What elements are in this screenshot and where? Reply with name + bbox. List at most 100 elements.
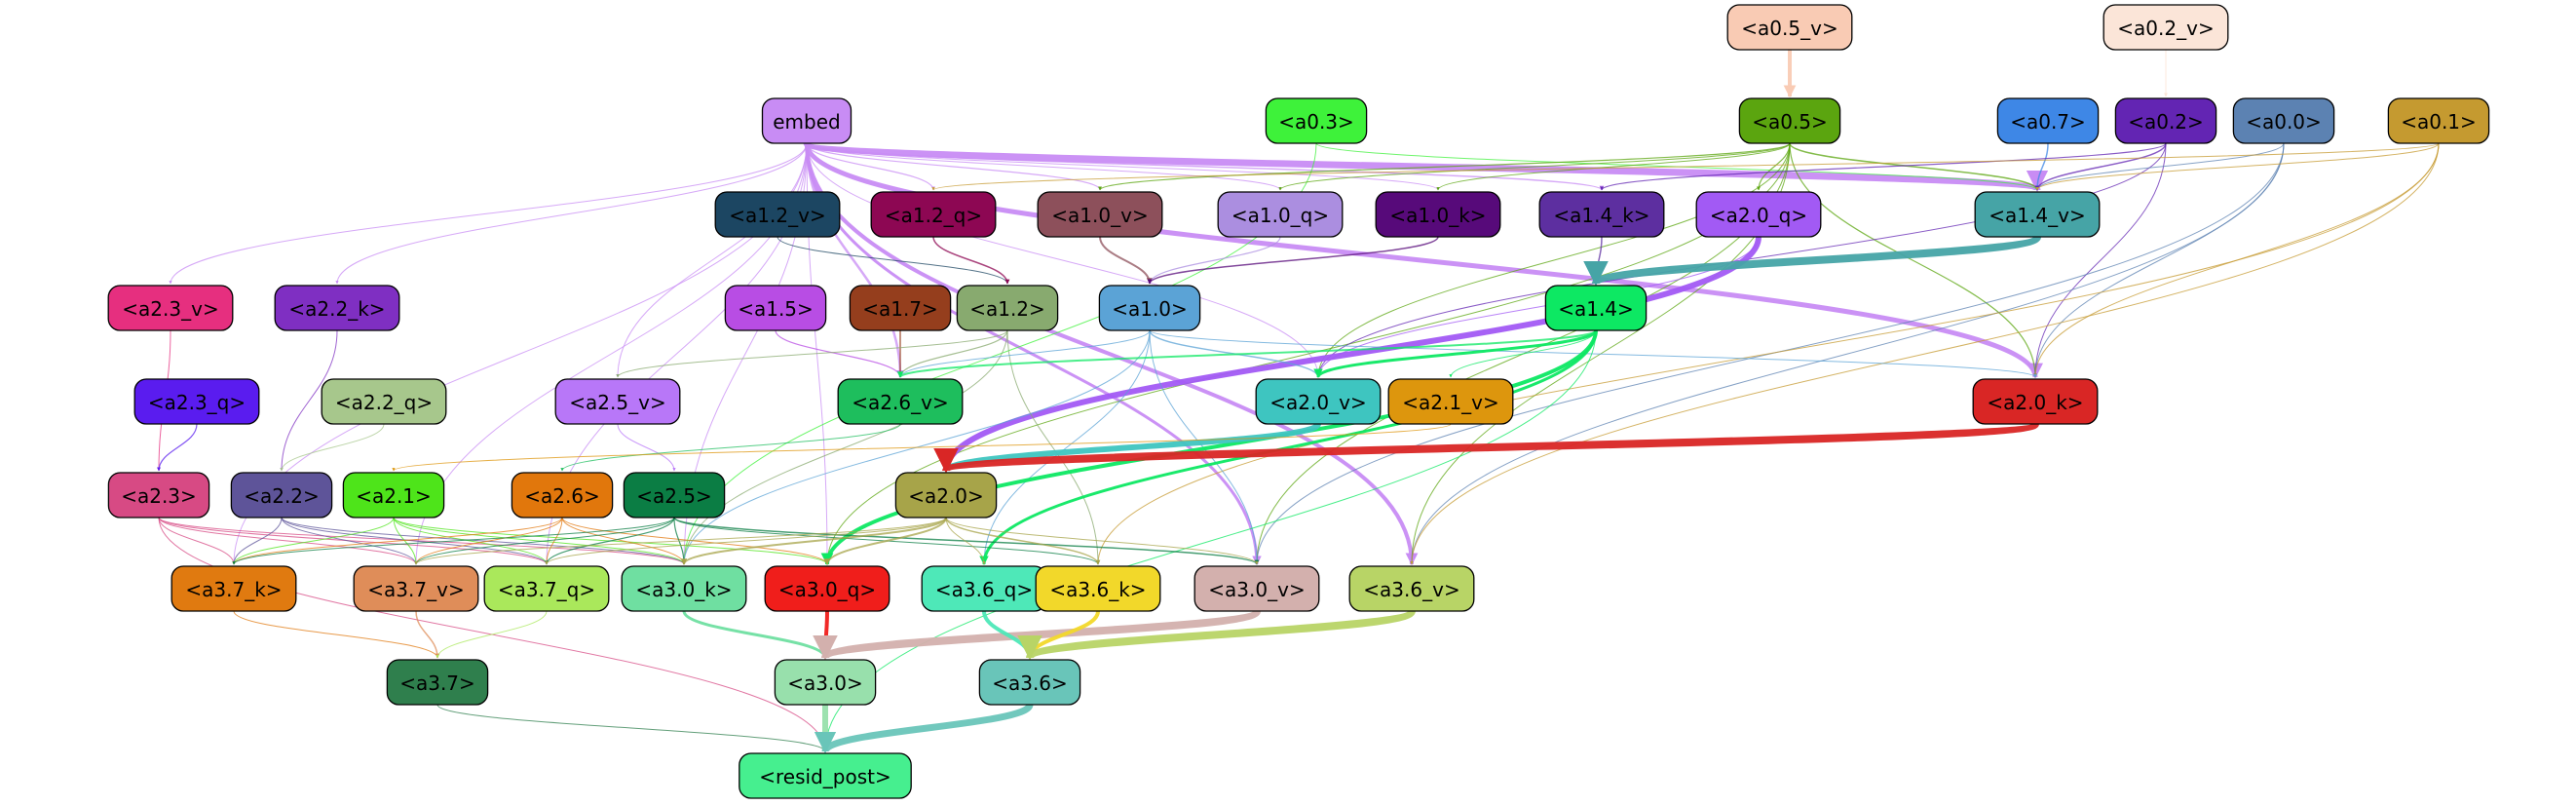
node-box [621,565,747,612]
node-a1-4-k[interactable]: <a1.4_k> [1538,191,1665,238]
edge-a0_5-to-a1_0_q [1278,142,1791,191]
node-a3-7-k[interactable]: <a3.7_k> [170,565,297,612]
node-a2-3-v[interactable]: <a2.3_v> [107,285,234,331]
node-a2-0-v[interactable]: <a2.0_v> [1255,378,1382,425]
node-a0-5-v[interactable]: <a0.5_v> [1726,4,1853,51]
node-a1-0[interactable]: <a1.0> [1098,285,1201,331]
node-box [230,472,333,518]
node-a2-2[interactable]: <a2.2> [230,472,333,518]
node-box [107,285,234,331]
edge-line [232,517,283,565]
node-label: <a2.3_q> [148,391,246,414]
node-box [1098,285,1201,331]
node-a2-0[interactable]: <a2.0> [894,472,998,518]
node-a2-0-k[interactable]: <a2.0_k> [1972,378,2099,425]
edge-a2_1-to-a3_7_v [393,517,418,565]
node-a1-0-v[interactable]: <a1.0_v> [1037,191,1163,238]
edge-a1_4-to-a3_6_q [979,329,1598,565]
edge-line [561,517,686,565]
edge-line [1149,329,2037,378]
node-a3-6-v[interactable]: <a3.6_v> [1348,565,1475,612]
edge-line [804,142,2043,379]
node-a2-1[interactable]: <a2.1> [342,472,445,518]
edge-line [898,329,1151,378]
edge-line [436,610,548,659]
edge-line [680,517,947,565]
node-a1-4[interactable]: <a1.4> [1544,285,1648,331]
node-a0-3[interactable]: <a0.3> [1265,97,1368,144]
node-a2-3[interactable]: <a2.3> [107,472,210,518]
edge-a0_0-to-a1_4_v [2035,142,2285,191]
node-label: <a0.5> [1752,110,1828,134]
edge-line [823,517,947,565]
node-a3-6-k[interactable]: <a3.6_k> [1035,565,1161,612]
edge-line [934,420,2039,475]
node-label: <a2.6> [524,484,600,508]
edge-a1_0_k-to-a1_0 [1147,236,1439,285]
node-resid-post[interactable]: <resid_post> [739,752,912,799]
node-label: <a3.7_k> [185,578,282,601]
node-a2-6-v[interactable]: <a2.6_v> [837,378,964,425]
node-label: <a1.4_v> [1989,204,2085,227]
node-a1-4-v[interactable]: <a1.4_v> [1974,191,2101,238]
node-a2-2-k[interactable]: <a2.2_k> [274,285,400,331]
node-label: <a3.0_v> [1208,578,1305,601]
node-a3-7-v[interactable]: <a3.7_v> [353,565,479,612]
node-a0-1[interactable]: <a0.1> [2387,97,2490,144]
node-a1-0-k[interactable]: <a1.0_k> [1375,191,1501,238]
node-a3-6-q[interactable]: <a3.6_q> [921,565,1047,612]
node-a3-0-q[interactable]: <a3.0_q> [764,565,890,612]
node-box [386,659,489,706]
node-label: <a1.2_v> [729,204,825,227]
node-box [1972,378,2099,425]
node-a2-1-v[interactable]: <a2.1_v> [1387,378,1514,425]
node-a1-2-q[interactable]: <a1.2_q> [870,191,997,238]
node-a3-0-k[interactable]: <a3.0_k> [621,565,747,612]
node-a3-0[interactable]: <a3.0> [774,659,877,706]
node-a0-5[interactable]: <a0.5> [1738,97,1841,144]
node-box [1217,191,1344,238]
node-a0-2[interactable]: <a0.2> [2114,97,2217,144]
node-a1-0-q[interactable]: <a1.0_q> [1217,191,1344,238]
node-a2-3-q[interactable]: <a2.3_q> [133,378,260,425]
node-a0-7[interactable]: <a0.7> [1996,97,2100,144]
edge-a2_0_k-to-a2_0 [934,420,2039,475]
edge-line [805,142,904,378]
node-a0-2-v[interactable]: <a0.2_v> [2102,4,2229,51]
node-a3-7-q[interactable]: <a3.7_q> [483,565,610,612]
node-box [2102,4,2229,51]
node-label: <a3.0_k> [635,578,732,601]
node-a3-0-v[interactable]: <a3.0_v> [1193,565,1320,612]
edge-a2_5-to-a3_7_k [232,517,675,565]
edge-embed-to-a2_2_k [335,142,808,285]
node-a2-6[interactable]: <a2.6> [511,472,614,518]
edge-a2_0-to-a3_0_q [823,517,947,565]
node-a0-0[interactable]: <a0.0> [2232,97,2335,144]
node-a2-2-q[interactable]: <a2.2_q> [321,378,447,425]
node-a1-5[interactable]: <a1.5> [724,285,827,331]
node-box [554,378,681,425]
node-a1-2-v[interactable]: <a1.2_v> [714,191,841,238]
node-a3-6[interactable]: <a3.6> [978,659,1081,706]
node-a2-0-q[interactable]: <a2.0_q> [1695,191,1822,238]
node-box [107,472,210,518]
edge-a1_0_v-to-a1_0 [1099,236,1154,285]
node-embed[interactable]: embed [761,97,852,144]
edge-line [2035,142,2285,191]
edge-a1_4_v-to-a1_4 [1583,233,2041,288]
node-a1-7[interactable]: <a1.7> [849,285,952,331]
edge-a0_5-to-a2_0_k [1789,142,2037,378]
edge-a1_0_q-to-a1_0 [1148,236,1281,285]
node-a2-5[interactable]: <a2.5> [623,472,726,518]
node-label: <a1.0> [1112,297,1188,321]
edge-embed-to-a1_4_v [803,139,2048,194]
edge-a0_0-to-a2_0_k [2033,142,2285,378]
edge-a2_2_q-to-a2_2 [280,423,385,472]
node-a3-7[interactable]: <a3.7> [386,659,489,706]
node-label: <a2.0_k> [1987,391,2083,414]
edge-line [775,329,902,378]
edge-line [158,517,418,565]
node-a1-2[interactable]: <a1.2> [956,285,1059,331]
node-a2-5-v[interactable]: <a2.5_v> [554,378,681,425]
edge-a3_7-to-resid_post [436,704,827,752]
